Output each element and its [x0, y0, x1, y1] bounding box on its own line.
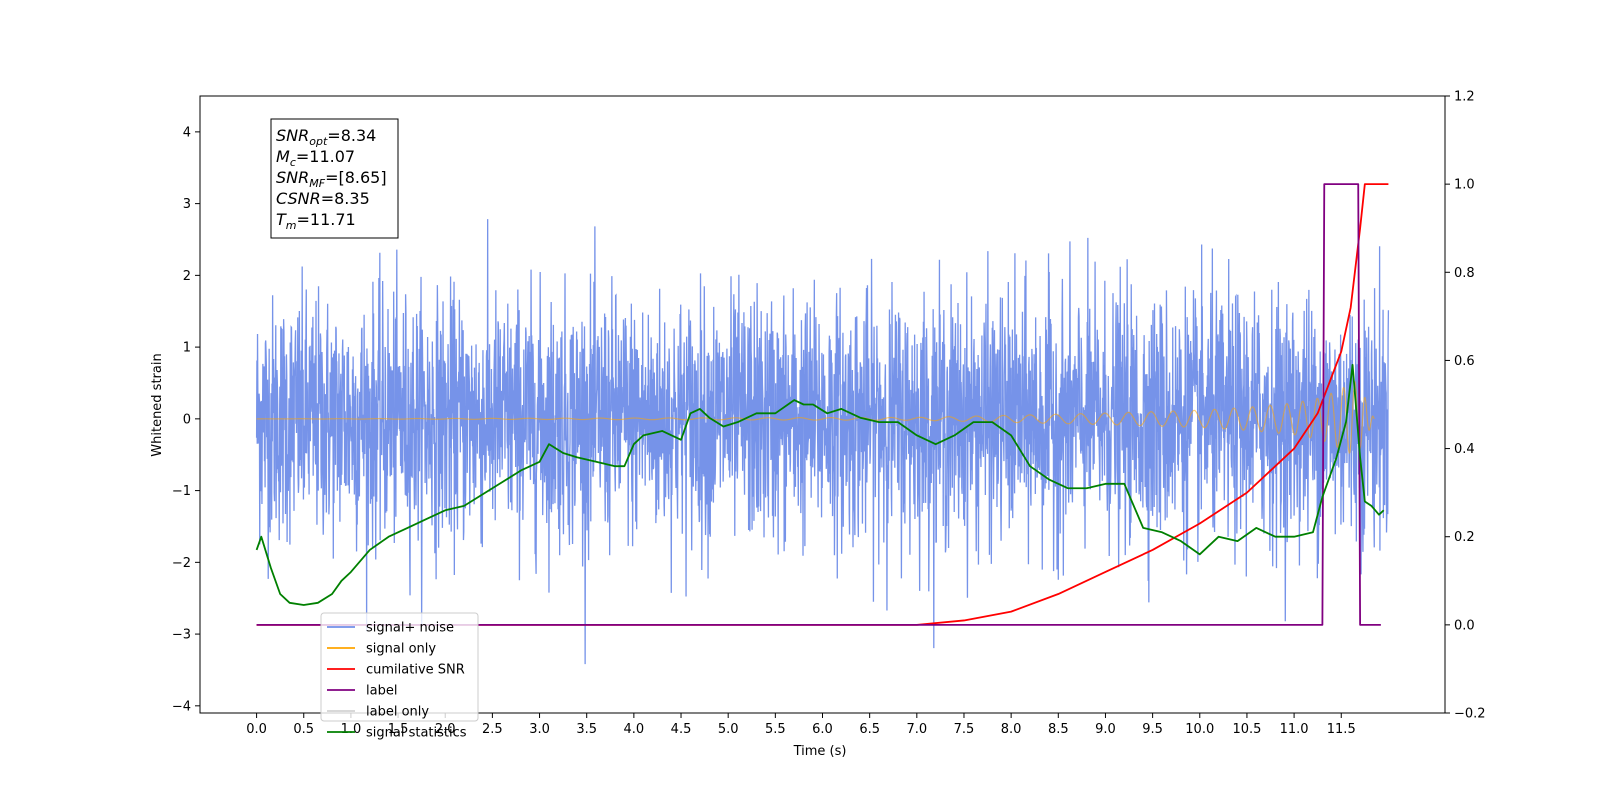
x-tick-label: 0.0	[246, 722, 267, 737]
legend-label: signal only	[366, 642, 436, 657]
annotation-line: Tm=11.71	[276, 210, 356, 232]
y2-axis-ticks: −0.2 0.0 0.2 0.4 0.6 0.8 1.0 1.2	[1445, 90, 1486, 722]
series-signal-statistics	[255, 363, 1385, 606]
x-tick-label: 5.0	[718, 722, 739, 737]
x-tick-label: 1.0	[341, 722, 362, 737]
y2-tick-label: 0.4	[1454, 442, 1475, 457]
y-tick-label: 2	[183, 269, 191, 284]
y-axis-ticks: −4 −3 −2 −1 0 1 2 3 4	[172, 125, 200, 714]
signal-only-line	[256, 381, 1375, 455]
y-tick-label: −4	[172, 699, 191, 714]
y-tick-label: 4	[183, 125, 191, 140]
x-tick-label: 11.0	[1280, 722, 1309, 737]
y-axis-label: Whitened strain	[150, 353, 165, 456]
legend: signal+ noise signal only cumilative SNR la…	[320, 612, 479, 741]
legend-label: label	[366, 684, 397, 699]
series-signal-plus-noise	[255, 219, 1390, 665]
x-tick-label: 8.5	[1048, 722, 1069, 737]
annotation-line: SNRMF=[8.65]	[276, 168, 387, 190]
x-tick-label: 3.5	[576, 722, 597, 737]
y2-tick-label: 0.6	[1454, 354, 1475, 369]
legend-label: label only	[366, 705, 429, 720]
legend-label: signal+ noise	[366, 621, 454, 636]
y2-tick-label: 0.0	[1454, 618, 1475, 633]
y-tick-label: −2	[172, 556, 191, 571]
y2-tick-label: 1.2	[1454, 90, 1475, 105]
x-tick-label: 0.5	[293, 722, 314, 737]
y-tick-label: −1	[172, 484, 191, 499]
x-tick-label: 2.5	[482, 722, 503, 737]
x-tick-label: 9.0	[1095, 722, 1116, 737]
y2-tick-label: −0.2	[1454, 707, 1486, 722]
x-axis-label: Time (s)	[793, 744, 847, 759]
series-signal-only	[256, 381, 1375, 455]
x-tick-label: 2.0	[435, 722, 456, 737]
x-tick-label: 10.0	[1185, 722, 1214, 737]
x-tick-label: 8.0	[1001, 722, 1022, 737]
signal-statistics-line	[255, 363, 1385, 606]
y-tick-label: −3	[172, 628, 191, 643]
x-tick-label: 10.5	[1232, 722, 1261, 737]
annotation-box: SNRopt=8.34Mc=11.07SNRMF=[8.65]CSNR=8.35…	[270, 118, 399, 239]
signal-plus-noise-line	[255, 219, 1390, 665]
x-tick-label: 1.5	[388, 722, 409, 737]
x-axis-ticks: 0.0 0.5 1.0 1.5 2.0 2.5 3.0 3.5 4.0 4.5 5.0 5.5 6.0 6…	[246, 713, 1356, 737]
x-tick-label: 7.0	[906, 722, 927, 737]
x-tick-label: 4.0	[624, 722, 645, 737]
annotation-line: SNRopt=8.34	[276, 126, 376, 148]
x-tick-label: 6.5	[859, 722, 880, 737]
x-tick-label: 9.5	[1142, 722, 1163, 737]
y2-tick-label: 0.8	[1454, 266, 1475, 281]
y-tick-label: 0	[183, 412, 191, 427]
legend-label: signal statistics	[366, 726, 467, 741]
y-tick-label: 1	[183, 341, 191, 356]
x-tick-label: 3.0	[529, 722, 550, 737]
x-tick-label: 7.5	[954, 722, 975, 737]
legend-label: cumilative SNR	[366, 663, 465, 678]
legend-frame	[320, 612, 479, 722]
y2-tick-label: 1.0	[1454, 178, 1475, 193]
label-line	[256, 183, 1381, 626]
x-tick-label: 5.5	[765, 722, 786, 737]
cumilative-snr-line	[256, 183, 1389, 626]
annotation-frame	[270, 118, 399, 239]
annotation-line: Mc=11.07	[276, 147, 355, 169]
series-cumilative-snr	[256, 183, 1389, 626]
series-label	[256, 183, 1381, 626]
x-tick-label: 6.0	[812, 722, 833, 737]
y2-tick-label: 0.2	[1454, 530, 1475, 545]
annotation-line: CSNR=8.35	[276, 189, 370, 208]
x-tick-label: 11.5	[1327, 722, 1356, 737]
x-tick-label: 4.5	[671, 722, 692, 737]
y-tick-label: 3	[183, 197, 191, 212]
